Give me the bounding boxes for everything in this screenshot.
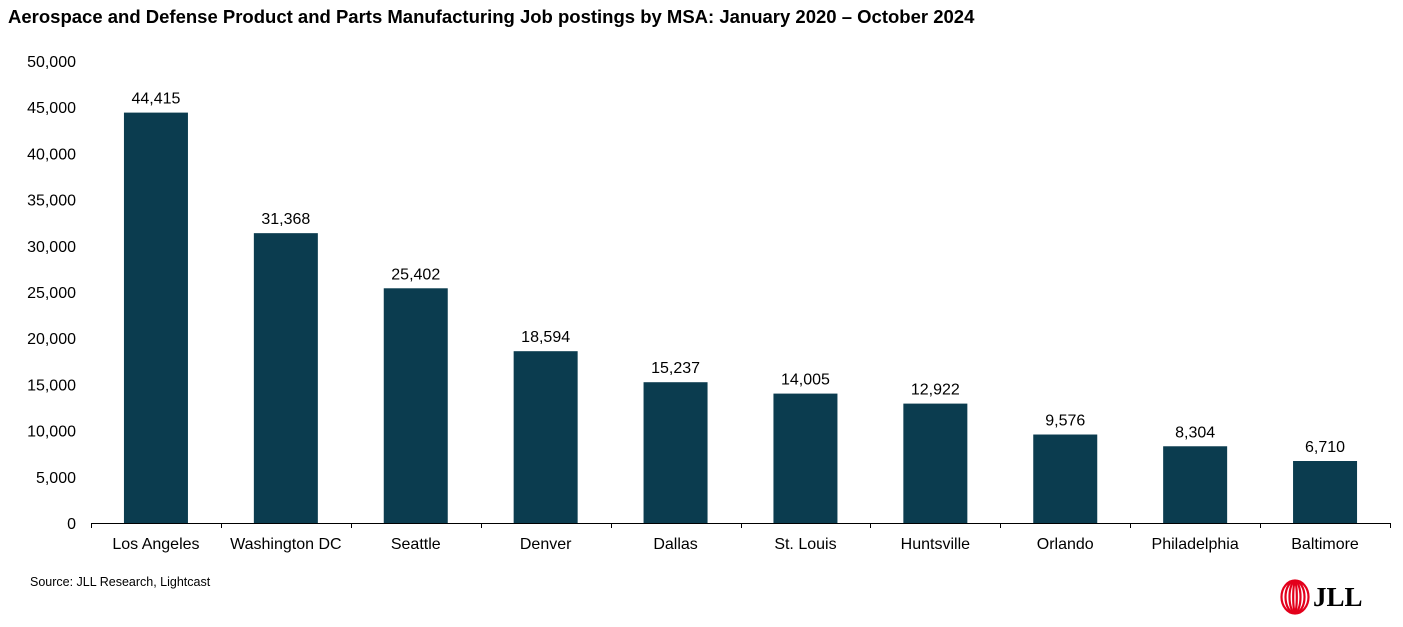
y-tick-label: 50,000	[27, 54, 76, 71]
y-tick-label: 5,000	[36, 470, 76, 487]
x-tick-label: Baltimore	[1291, 536, 1359, 553]
bar	[643, 382, 708, 523]
x-tick-label: Orlando	[1037, 536, 1094, 553]
logo-text: JLL	[1313, 581, 1363, 612]
data-label: 8,304	[1175, 424, 1215, 441]
data-label: 14,005	[781, 372, 830, 389]
y-tick-label: 35,000	[27, 193, 76, 210]
y-tick-label: 25,000	[27, 285, 76, 302]
data-label: 31,368	[261, 211, 310, 228]
data-label: 25,402	[391, 266, 440, 283]
x-tick-label: Denver	[520, 536, 572, 553]
bar	[123, 112, 188, 523]
bar	[253, 233, 318, 524]
bar	[773, 393, 838, 523]
data-label: 18,594	[521, 329, 570, 346]
bar	[1163, 446, 1228, 523]
x-tick-label: Washington DC	[230, 536, 341, 553]
jll-logo: JLL	[1280, 579, 1363, 615]
data-label: 12,922	[911, 382, 960, 399]
bar	[1033, 434, 1098, 523]
y-tick-label: 45,000	[27, 100, 76, 117]
x-tick-label: Philadelphia	[1152, 536, 1239, 553]
jll-logo-icon	[1280, 579, 1310, 615]
data-label: 9,576	[1045, 413, 1085, 430]
y-tick-label: 30,000	[27, 239, 76, 256]
bar	[513, 351, 578, 523]
data-label: 6,710	[1305, 439, 1345, 456]
y-tick-label: 20,000	[27, 331, 76, 348]
y-tick-label: 40,000	[27, 146, 76, 163]
x-tick-label: St. Louis	[774, 536, 836, 553]
x-tick-label: Huntsville	[901, 536, 970, 553]
x-tick-label: Los Angeles	[112, 536, 199, 553]
y-tick-label: 15,000	[27, 377, 76, 394]
bar	[383, 288, 448, 523]
bar-chart: 0 5,000 10,000 15,000 20,000 25,000 30,000 35,0…	[27, 54, 1391, 553]
x-tick-label: Dallas	[653, 536, 697, 553]
x-tick-label: Seattle	[391, 536, 441, 553]
data-label: 44,415	[131, 91, 180, 108]
bar	[1293, 460, 1358, 523]
source-note: Source: JLL Research, Lightcast	[30, 575, 211, 589]
bar	[903, 403, 968, 523]
data-label: 15,237	[651, 360, 700, 377]
y-tick-label: 10,000	[27, 424, 76, 441]
y-tick-label: 0	[67, 516, 76, 533]
chart-title: Aerospace and Defense Product and Parts …	[8, 6, 975, 27]
